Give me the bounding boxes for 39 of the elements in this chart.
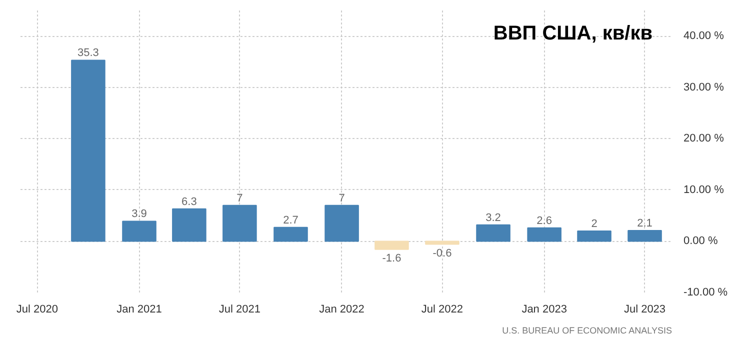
bar <box>374 240 409 250</box>
bar <box>172 208 206 242</box>
x-tick-label: Jan 2023 <box>522 304 567 316</box>
x-tick-label: Jul 2020 <box>16 304 58 316</box>
data-label: 2 <box>591 218 598 230</box>
bar <box>324 204 359 242</box>
y-tick-label: 30.00 % <box>684 81 724 94</box>
text: U.S. BUREAU OF ECONOMIC ANALYSIS <box>502 326 672 336</box>
y-tick-label: -10.00 % <box>684 286 728 298</box>
y-tick-label: 20.00 % <box>684 132 724 145</box>
data-label: 6.3 <box>182 196 197 208</box>
data-label: 3.9 <box>132 208 147 220</box>
y-tick-label: 10.00 % <box>684 184 724 196</box>
y-tick-label: 0.00 % <box>684 235 718 248</box>
bar <box>577 230 612 242</box>
bar <box>476 224 510 242</box>
data-label: -0.6 <box>432 247 452 260</box>
data-label: 7 <box>236 192 243 204</box>
text: ВВП США, кв/кв <box>493 22 653 44</box>
data-label: 2.7 <box>283 214 298 226</box>
bar <box>628 230 662 242</box>
x-tick-label: Jul 2023 <box>624 304 666 316</box>
bar <box>122 220 156 242</box>
bar <box>222 204 257 242</box>
data-label: 2.1 <box>637 217 652 230</box>
x-tick-label: Jul 2022 <box>421 304 464 316</box>
data-label: 3.2 <box>486 212 501 224</box>
data-label: 35.3 <box>77 47 99 60</box>
data-label: 2.6 <box>536 214 552 227</box>
y-tick-label: 40.00 % <box>684 30 724 42</box>
bar <box>527 227 562 242</box>
x-tick-label: Jul 2021 <box>218 304 260 316</box>
x-tick-label: Jan 2022 <box>319 304 364 316</box>
bar <box>71 60 106 242</box>
data-label: -1.6 <box>382 252 402 264</box>
data-label: 7 <box>338 192 345 204</box>
bar <box>274 226 308 242</box>
x-tick-label: Jan 2021 <box>116 304 162 316</box>
bar <box>425 240 460 245</box>
